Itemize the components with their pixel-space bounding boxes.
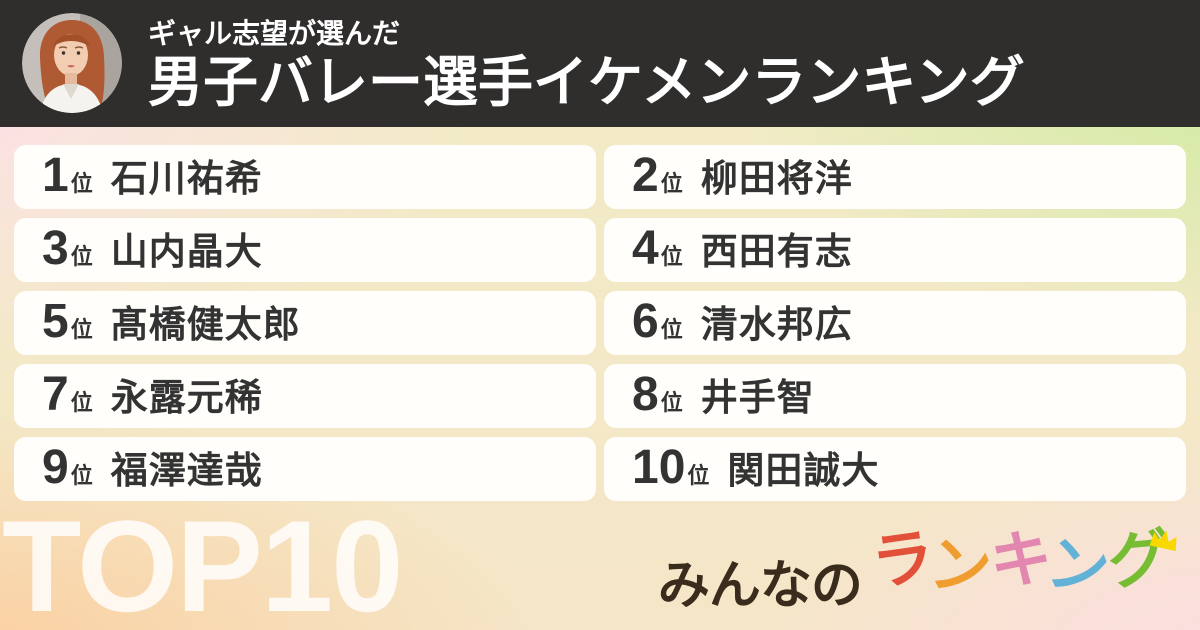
rank-suffix: 位 xyxy=(660,244,683,269)
player-name: 西田有志 xyxy=(700,231,853,272)
rank-card-7[interactable]: 7位 永露元稀 xyxy=(14,364,596,428)
avatar xyxy=(22,13,122,113)
header-text: ギャル志望が選んだ 男子バレー選手イケメンランキング xyxy=(148,17,1025,111)
logo-letter-n1: ン xyxy=(925,529,995,606)
rank-card-8[interactable]: 8位 井手智 xyxy=(604,364,1186,428)
ranking-grid: 1位 石川祐希 2位 柳田将洋 3位 山内晶大 4位 西田有志 5位 髙橋健太郎 6位 清水… xyxy=(14,145,1186,501)
rank-suffix: 位 xyxy=(70,244,93,269)
ranking-subtitle: ギャル志望が選んだ xyxy=(148,17,401,49)
player-name: 柳田将洋 xyxy=(700,158,853,199)
rank-number: 9 xyxy=(42,441,69,494)
player-name: 福澤達哉 xyxy=(110,450,263,491)
logo-letter-n2: ン xyxy=(1041,528,1114,607)
rank-number: 8 xyxy=(632,368,659,421)
player-name: 清水邦広 xyxy=(700,304,853,345)
crown-icon xyxy=(1146,525,1183,558)
rank-card-10[interactable]: 10位 関田誠大 xyxy=(604,437,1186,501)
rank-number: 2 xyxy=(632,149,659,202)
rank-number: 7 xyxy=(42,368,69,421)
player-name: 関田誠大 xyxy=(727,450,880,491)
player-name: 井手智 xyxy=(700,377,815,418)
rank-suffix: 位 xyxy=(660,317,683,342)
rank-card-4[interactable]: 4位 西田有志 xyxy=(604,218,1186,282)
rank-suffix: 位 xyxy=(660,390,683,415)
rank-card-9[interactable]: 9位 福澤達哉 xyxy=(14,437,596,501)
rank-suffix: 位 xyxy=(70,390,93,415)
player-name: 永露元稀 xyxy=(110,377,263,418)
rank-suffix: 位 xyxy=(687,463,710,488)
ranking-title: 男子バレー選手イケメンランキング xyxy=(148,51,1025,114)
rank-number: 3 xyxy=(42,222,69,275)
rank-card-6[interactable]: 6位 清水邦広 xyxy=(604,291,1186,355)
header: ギャル志望が選んだ 男子バレー選手イケメンランキング xyxy=(0,0,1200,127)
rank-suffix: 位 xyxy=(70,463,93,488)
rank-number: 6 xyxy=(632,295,659,348)
player-name: 石川祐希 xyxy=(110,158,263,199)
rank-card-5[interactable]: 5位 髙橋健太郎 xyxy=(14,291,596,355)
rank-card-1[interactable]: 1位 石川祐希 xyxy=(14,145,596,209)
rank-number: 10 xyxy=(632,441,686,494)
player-name: 山内晶大 xyxy=(110,231,263,272)
rank-number: 5 xyxy=(42,295,69,348)
rank-card-3[interactable]: 3位 山内晶大 xyxy=(14,218,596,282)
site-logo[interactable]: みんなの ラ ン キ ン グ xyxy=(658,522,1177,615)
player-name: 髙橋健太郎 xyxy=(110,304,301,345)
rank-suffix: 位 xyxy=(70,171,93,196)
rank-suffix: 位 xyxy=(70,317,93,342)
rank-card-2[interactable]: 2位 柳田将洋 xyxy=(604,145,1186,209)
rank-suffix: 位 xyxy=(660,171,683,196)
logo-text-prefix: みんなの xyxy=(657,556,863,615)
rank-number: 4 xyxy=(632,222,659,275)
top10-watermark: TOP10 xyxy=(2,493,403,630)
avatar-photo xyxy=(22,13,122,113)
rank-number: 1 xyxy=(42,149,69,202)
